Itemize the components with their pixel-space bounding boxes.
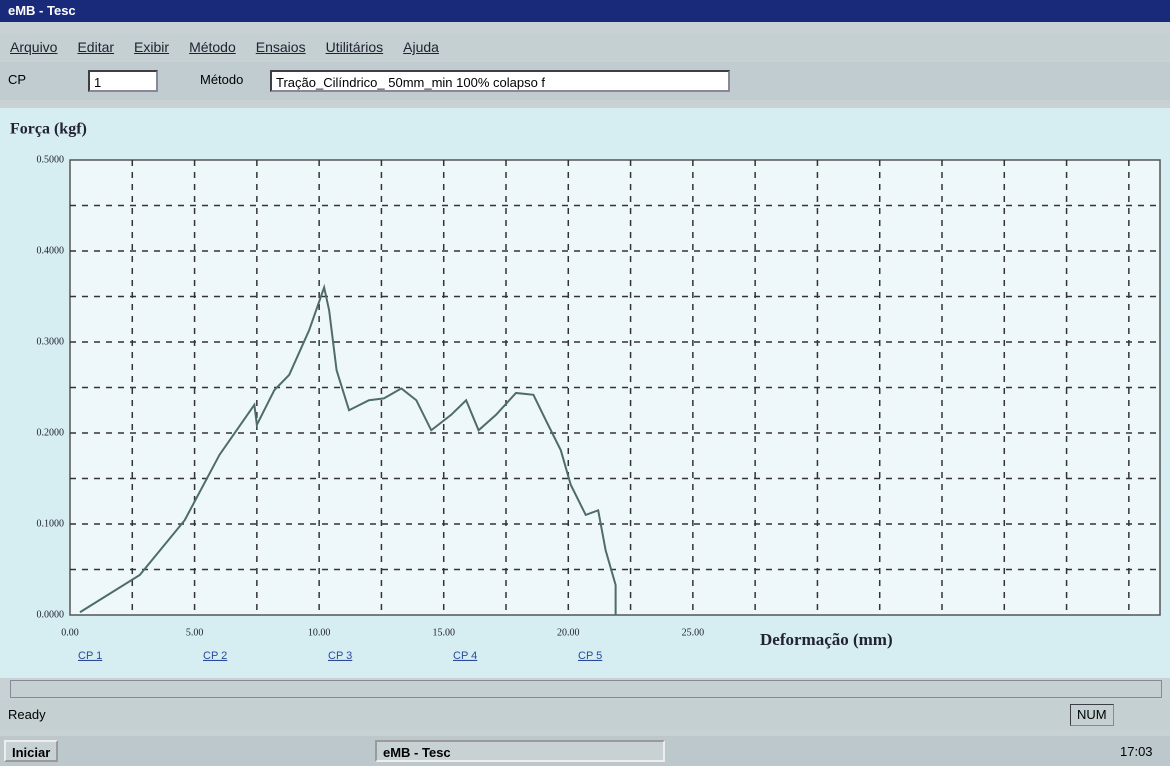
cp-label: CP [8,72,26,87]
specimen-label[interactable]: CP 2 [203,650,227,662]
task-button[interactable]: eMB - Tesc [375,740,665,762]
cp-select[interactable]: 1 [88,70,158,92]
menu-item[interactable]: Ensaios [256,39,306,55]
y-tick-label: 0.2000 [37,427,65,438]
x-tick-label: 25.00 [682,627,705,638]
method-select[interactable]: Tração_Cilíndrico_ 50mm_min 100% colapso… [270,70,730,92]
start-button[interactable]: Iniciar [4,740,58,762]
taskbar: Iniciar eMB - Tesc 17:03 [0,736,1170,766]
x-tick-label: 15.00 [432,627,455,638]
menu-item[interactable]: Exibir [134,39,169,55]
y-tick-label: 0.5000 [37,154,65,165]
menu-bar: Arquivo Editar Exibir Método Ensaios Utilitár… [0,34,1170,60]
x-axis-label: Deformação (mm) [760,630,893,649]
specimen-label[interactable]: CP 5 [578,650,602,662]
num-indicator: NUM [1070,704,1114,726]
x-tick-label: 0.00 [61,627,79,638]
toolbar: CP 1 Método Tração_Cilíndrico_ 50mm_min … [0,62,1170,100]
chart-panel: Força (kgf) Deformação (mm) A B 0.00000.… [0,108,1170,678]
menu-item[interactable]: Utilitários [326,39,384,55]
status-text: Ready [8,707,46,722]
window-title: eMB - Tesc [0,0,1170,22]
y-axis-label: Força (kgf) [10,121,87,138]
y-tick-label: 0.4000 [37,245,65,256]
menu-item[interactable]: Método [189,39,236,55]
status-bar: Ready NUM [0,700,1170,730]
scrollbar[interactable] [10,680,1162,698]
y-tick-label: 0.3000 [37,336,65,347]
menu-item[interactable]: Editar [77,39,114,55]
menu-item[interactable]: Arquivo [10,39,57,55]
y-tick-label: 0.1000 [37,518,65,529]
clock: 17:03 [1120,744,1153,759]
chart: Força (kgf) Deformação (mm) A B 0.00000.… [0,108,1170,678]
specimen-label[interactable]: CP 1 [78,650,102,662]
y-tick-label: 0.0000 [37,609,65,620]
specimen-label[interactable]: CP 4 [453,650,477,662]
menu-item[interactable]: Ajuda [403,39,439,55]
method-label: Método [200,72,243,87]
x-tick-label: 20.00 [557,627,580,638]
specimen-label[interactable]: CP 3 [328,650,352,662]
x-tick-label: 10.00 [308,627,331,638]
x-tick-label: 5.00 [186,627,204,638]
screen: eMB - Tesc Arquivo Editar Exibir Método Ensa… [0,0,1170,766]
